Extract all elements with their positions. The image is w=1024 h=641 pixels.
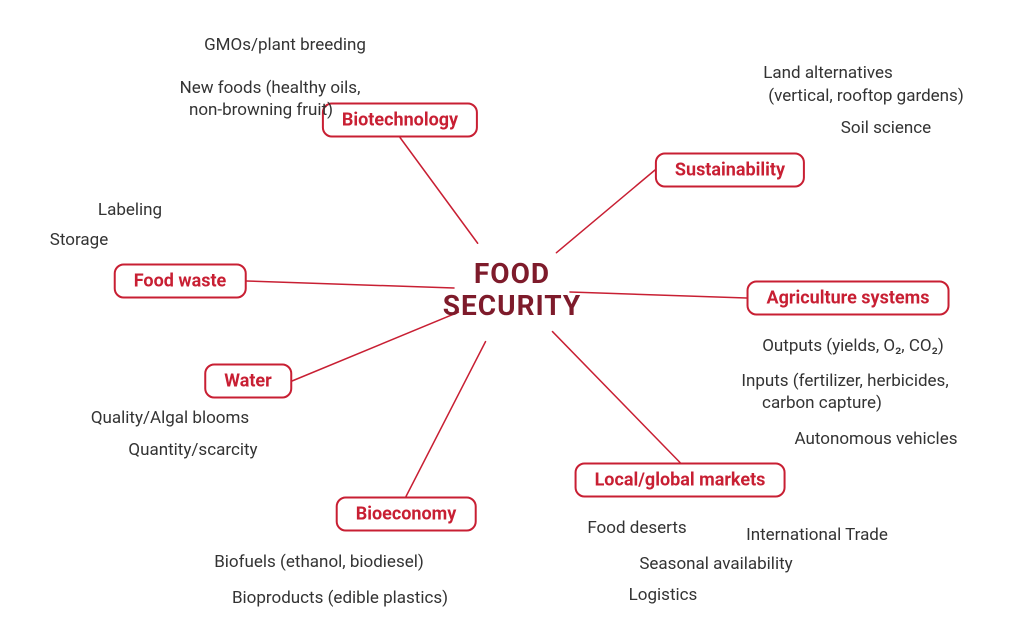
sub-biotechnology-0: GMOs/plant breeding bbox=[204, 35, 366, 55]
sub-biotechnology-2: non-browning fruit) bbox=[189, 100, 333, 120]
node-agriculture-systems: Agriculture systems bbox=[747, 281, 950, 316]
sub-water-1: Quantity/scarcity bbox=[128, 440, 257, 460]
mindmap-canvas: FOOD SECURITY Biotechnology GMOs/plant bre… bbox=[0, 0, 1024, 641]
sub-local-global-markets-0: Food deserts bbox=[587, 518, 686, 538]
node-sustainability: Sustainability bbox=[655, 153, 805, 188]
sub-biotechnology-1: New foods (healthy oils, bbox=[180, 78, 361, 98]
sub-agriculture-systems-0: Outputs (yields, O₂, CO₂) bbox=[762, 336, 944, 356]
sub-agriculture-systems-1: Inputs (fertilizer, herbicides, bbox=[741, 371, 948, 391]
node-local-global-markets: Local/global markets bbox=[575, 463, 786, 498]
node-food-waste: Food waste bbox=[114, 264, 247, 299]
sub-agriculture-systems-3: Autonomous vehicles bbox=[795, 429, 958, 449]
sub-sustainability-0: Land alternatives bbox=[763, 63, 893, 83]
center-title: FOOD SECURITY bbox=[443, 258, 581, 322]
sub-agriculture-systems-2: carbon capture) bbox=[762, 393, 882, 413]
sub-bioeconomy-1: Bioproducts (edible plastics) bbox=[232, 588, 448, 608]
sub-local-global-markets-3: Logistics bbox=[629, 585, 698, 605]
sub-sustainability-2: Soil science bbox=[841, 118, 931, 138]
sub-food-waste-0: Labeling bbox=[98, 200, 162, 220]
sub-water-0: Quality/Algal blooms bbox=[91, 408, 249, 428]
node-biotechnology: Biotechnology bbox=[322, 103, 478, 138]
sub-local-global-markets-2: Seasonal availability bbox=[639, 554, 792, 574]
node-water: Water bbox=[204, 364, 292, 399]
sub-food-waste-1: Storage bbox=[50, 230, 108, 250]
sub-bioeconomy-0: Biofuels (ethanol, biodiesel) bbox=[214, 552, 424, 572]
sub-local-global-markets-1: International Trade bbox=[746, 525, 888, 545]
sub-sustainability-1: (vertical, rooftop gardens) bbox=[768, 86, 964, 106]
node-bioeconomy: Bioeconomy bbox=[336, 497, 477, 532]
